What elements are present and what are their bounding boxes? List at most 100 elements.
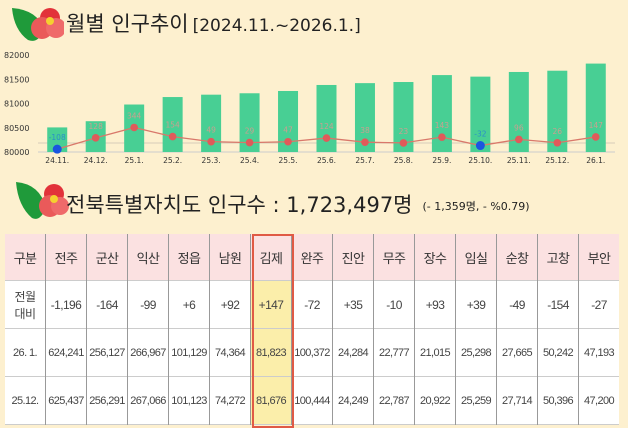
- data-label: 143: [435, 121, 450, 130]
- table-cell: -10: [373, 280, 415, 329]
- table-cell: 50,396: [537, 376, 579, 425]
- change-point: [322, 134, 331, 142]
- table-cell: 625,437: [45, 376, 87, 425]
- x-tick-label: 25.2.: [163, 156, 182, 165]
- bar: [431, 75, 452, 152]
- table-cell: 100,444: [291, 376, 333, 425]
- bar: [201, 94, 222, 152]
- change-point: [438, 133, 446, 141]
- column-header: 익산: [127, 234, 169, 281]
- chart-title: 월별 인구추이 [2024.11.~2026.1.]: [66, 12, 361, 36]
- table-cell: +93: [414, 280, 456, 329]
- column-header: 장수: [414, 234, 456, 281]
- bar: [470, 76, 491, 152]
- bar: [162, 97, 183, 152]
- population-table: 구분 전주 군산 익산 정읍 남원 김제 완주 진안 무주 장수 임실 순창 고창 부안 전월 대비 -1,1…: [5, 234, 619, 425]
- table-cell: -27: [578, 280, 619, 329]
- total-population-title: 전북특별자치도 인구수 : 1,723,497명 (- 1,359명, - %0.…: [66, 193, 530, 217]
- x-tick-label: 25.8.: [394, 156, 413, 165]
- column-header: 진안: [332, 234, 374, 281]
- column-header: 남원: [209, 234, 251, 281]
- data-label: 29: [245, 127, 255, 136]
- bar: [47, 127, 68, 152]
- x-tick-label: 24.11.: [45, 156, 69, 165]
- table-cell: -72: [291, 280, 333, 329]
- column-header: 전주: [45, 234, 87, 281]
- row-label: 전월 대비: [14, 289, 36, 321]
- bar: [316, 84, 337, 152]
- data-label: 26: [553, 127, 563, 136]
- table-row: 26. 1. 624,241 256,127 266,967 101,129 74,364…: [5, 328, 619, 377]
- table-cell: 24,284: [332, 328, 374, 377]
- column-header: 김제: [250, 234, 292, 281]
- bar: [393, 82, 414, 152]
- table-cell: +39: [455, 280, 497, 329]
- change-point: [553, 138, 562, 147]
- x-tick-label: 25.4.: [240, 156, 259, 165]
- row-label: 26. 1.: [13, 346, 38, 359]
- y-tick-label: 82000: [4, 51, 29, 60]
- column-header: 완주: [291, 234, 333, 281]
- data-label: 38: [360, 126, 370, 135]
- table-cell: 101,123: [168, 376, 210, 425]
- column-header: 부안: [578, 234, 619, 281]
- column-header: 임실: [455, 234, 497, 281]
- row-label: 25.12.: [11, 394, 40, 407]
- column-header: 무주: [373, 234, 415, 281]
- change-point: [52, 144, 62, 154]
- bar: [547, 70, 568, 152]
- table-cell: 266,967: [127, 328, 169, 377]
- y-tick-label: 80500: [4, 124, 29, 133]
- y-tick-label: 81000: [4, 100, 29, 109]
- table-cell: 22,787: [373, 376, 415, 425]
- change-point: [207, 137, 215, 146]
- bar: [278, 90, 299, 152]
- table-cell: +92: [209, 280, 251, 329]
- table-cell: 25,298: [455, 328, 497, 377]
- x-tick-label: 25.10.: [468, 156, 492, 165]
- table-cell: 624,241: [45, 328, 87, 377]
- data-label: -32: [474, 130, 486, 139]
- table-cell: +147: [250, 280, 292, 329]
- column-header: 고창: [537, 234, 579, 281]
- bar: [508, 71, 529, 152]
- data-label: 147: [589, 121, 604, 130]
- x-tick-label: 25.1.: [125, 156, 144, 165]
- change-point: [91, 134, 100, 142]
- table-cell: 20,922: [414, 376, 456, 425]
- change-point: [130, 123, 138, 132]
- x-tick-label: 25.3.: [202, 156, 221, 165]
- data-label: 47: [283, 126, 293, 135]
- camellia-flower-icon: [16, 182, 69, 219]
- data-label: 49: [206, 126, 216, 135]
- table-cell: 27,714: [496, 376, 538, 425]
- change-point: [361, 138, 369, 146]
- table-cell: 22,777: [373, 328, 415, 377]
- table-cell: 256,291: [86, 376, 128, 425]
- column-header: 정읍: [168, 234, 210, 281]
- data-label: 124: [319, 122, 334, 131]
- change-point: [515, 135, 523, 144]
- table-cell: -1,196: [45, 280, 87, 329]
- x-tick-label: 25.9.: [432, 156, 451, 165]
- change-point: [591, 133, 600, 141]
- table-cell: 24,249: [332, 376, 374, 425]
- table-cell: 256,127: [86, 328, 128, 377]
- data-label: 154: [165, 121, 180, 130]
- table-cell: 47,193: [578, 328, 619, 377]
- table-cell: 100,372: [291, 328, 333, 377]
- y-tick-label: 81500: [4, 75, 29, 84]
- x-tick-label: 26.1.: [586, 156, 605, 165]
- bar: [585, 63, 606, 152]
- table-cell: 74,364: [209, 328, 251, 377]
- table-row: 전월 대비 -1,196 -164 -99 +6 +92 +147 -72 +35 -10 +93 +…: [5, 280, 619, 329]
- x-tick-label: 25.5.: [278, 156, 297, 165]
- data-label: 344: [127, 111, 142, 120]
- table-cell: 81,823: [250, 328, 292, 377]
- table-cell: 81,676: [250, 376, 292, 425]
- table-row: 25.12. 625,437 256,291 267,066 101,123 74,272…: [5, 376, 619, 425]
- column-header: 군산: [86, 234, 128, 281]
- population-chart: 82000 81500 81000 80500 80000 -108 24.11. 128 24…: [4, 51, 615, 165]
- y-tick-label: 80000: [4, 148, 29, 157]
- table-cell: -164: [86, 280, 128, 329]
